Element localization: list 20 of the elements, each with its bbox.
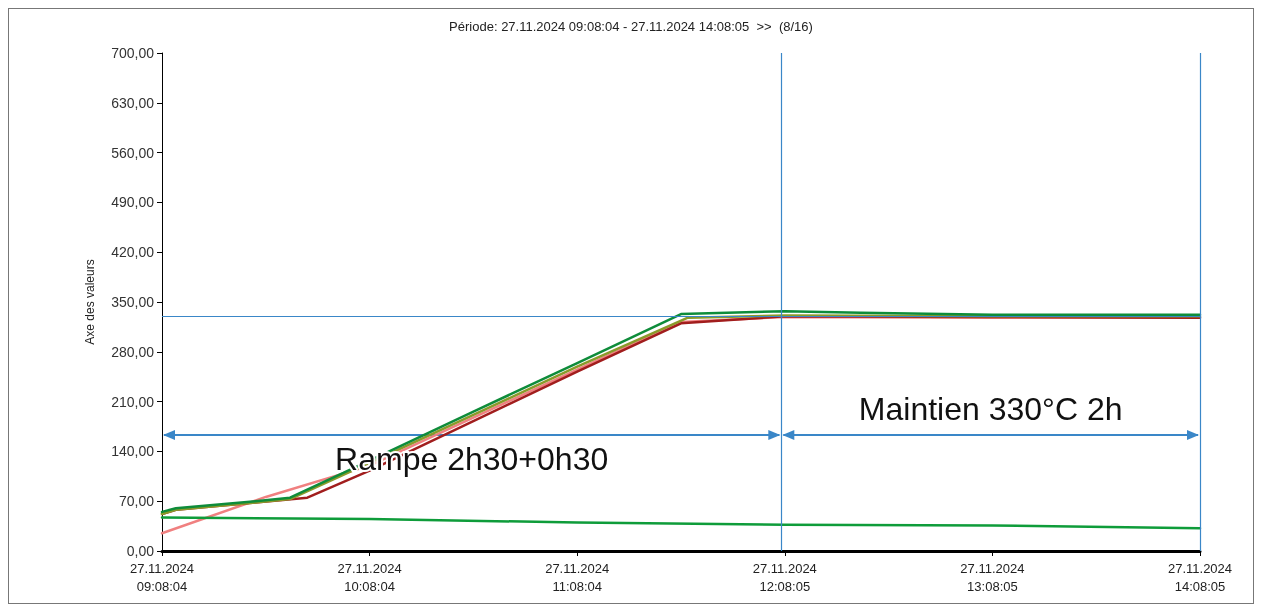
y-tick-label: 350,00 bbox=[111, 294, 155, 310]
y-tick-label: 560,00 bbox=[111, 144, 155, 161]
y-tick-label: 490,00 bbox=[111, 194, 155, 211]
y-tick-label: 700,00 bbox=[111, 45, 155, 61]
y-axis-title: Axe des valeurs bbox=[83, 259, 97, 345]
x-tick-label: 27.11.2024 12:08:05 bbox=[752, 560, 817, 594]
y-tick-label: 210,00 bbox=[111, 393, 155, 410]
x-tick-label: 27.11.2024 10:08:04 bbox=[337, 560, 402, 594]
x-tick-label: 27.11.2024 14:08:05 bbox=[1167, 560, 1233, 594]
x-tick-label: 27.11.2024 13:08:05 bbox=[960, 560, 1025, 594]
y-tick-label: 280,00 bbox=[111, 343, 155, 360]
y-tick-label: 140,00 bbox=[111, 443, 155, 460]
y-tick-label: 420,00 bbox=[111, 244, 155, 261]
y-tick-label: 630,00 bbox=[111, 94, 155, 111]
y-tick-label: 0,00 bbox=[126, 543, 155, 559]
x-tick-label: 27.11.2024 11:08:04 bbox=[545, 560, 610, 594]
chart-title: Période: 27.11.2024 09:08:04 - 27.11.2024 14:08:05 >> (8/16) bbox=[449, 19, 813, 34]
x-tick-label: 27.11.2024 09:08:04 bbox=[129, 560, 195, 594]
y-tick-label: 70,00 bbox=[118, 493, 155, 510]
annotation: Maintien 330°C 2h bbox=[858, 390, 1123, 427]
